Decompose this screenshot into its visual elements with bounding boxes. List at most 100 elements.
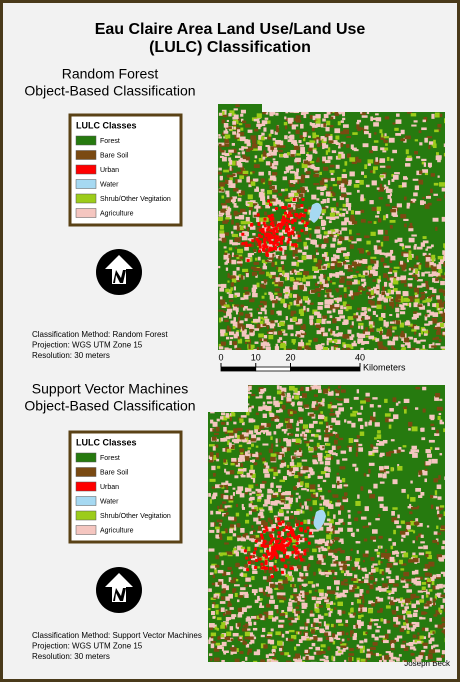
map-cell [274, 419, 280, 422]
map-cell [431, 345, 437, 348]
map-cell [274, 283, 280, 287]
map-cell [262, 244, 266, 248]
map-cell [220, 329, 226, 334]
map-cell [326, 586, 332, 590]
map-cell [330, 623, 334, 628]
map-cell [245, 243, 249, 247]
map-cell [440, 259, 444, 265]
map-cell [369, 572, 374, 576]
map-cell [251, 589, 258, 594]
map-cell [246, 429, 251, 435]
map-cell [208, 493, 211, 497]
map-cell [425, 195, 431, 199]
map-cell [388, 282, 393, 287]
map-cell [250, 243, 254, 248]
map-cell [279, 240, 283, 244]
map-cell [384, 634, 389, 639]
map-cell [255, 483, 259, 487]
map-cell [278, 547, 282, 551]
map-cell [249, 492, 252, 496]
map-cell [433, 263, 436, 269]
map-cell [372, 641, 378, 646]
map-cell [308, 556, 313, 560]
map-cell [344, 573, 347, 576]
map-cell [344, 492, 348, 496]
map-cell [260, 316, 264, 320]
map-cell [227, 440, 230, 446]
map-cell [335, 397, 338, 400]
map-cell [283, 429, 287, 434]
map-cell [397, 465, 403, 471]
map-cell [403, 622, 406, 626]
map-cell [342, 594, 347, 598]
map-cell [226, 448, 232, 453]
map-cell [312, 461, 319, 465]
map-cell [408, 228, 414, 232]
map-cell [306, 488, 310, 492]
map-cell [406, 155, 412, 159]
map-cell [211, 436, 217, 441]
map-cell [411, 274, 418, 277]
map-cell [246, 439, 252, 445]
map-cell [430, 602, 436, 606]
map-cell [248, 407, 252, 412]
map-cell [279, 145, 286, 148]
map-cell [378, 218, 382, 223]
map-cell [276, 526, 280, 530]
map-cell [360, 312, 367, 317]
map-cell [384, 133, 387, 137]
map-cell [218, 214, 224, 217]
map-cell [285, 292, 289, 295]
map-cell [265, 540, 271, 545]
map-cell [357, 189, 360, 193]
map-cell [442, 540, 445, 545]
map-cell [431, 646, 434, 651]
map-cell [413, 595, 420, 599]
map-cell [378, 546, 381, 549]
map-cell [329, 304, 335, 310]
map-cell [411, 347, 416, 350]
map-cell [223, 315, 228, 318]
map-cell [288, 131, 291, 134]
map-cell [276, 410, 281, 413]
map-cell [340, 644, 347, 649]
map-cell [414, 569, 419, 575]
map-cell [284, 188, 288, 192]
map-cell [377, 430, 381, 434]
map-cell [419, 651, 425, 657]
map-cell [281, 235, 285, 239]
map-cell [276, 144, 282, 148]
map-cell [408, 642, 414, 647]
map-cell [348, 179, 352, 184]
map-cell [258, 452, 262, 456]
map-cell [242, 170, 249, 174]
map-cell [240, 451, 244, 455]
map-cell [349, 587, 354, 592]
map-cell [262, 460, 267, 464]
map-cell [236, 171, 243, 175]
map-cell [334, 339, 338, 343]
map-cell [302, 132, 307, 137]
map-cell [248, 636, 254, 640]
map-cell [412, 178, 419, 181]
map-cell [303, 113, 307, 119]
map-cell [422, 300, 427, 303]
map-cell [328, 529, 333, 535]
map-cell [232, 121, 237, 125]
map-cell [250, 394, 256, 397]
map-cell [282, 391, 285, 396]
map-cell [280, 342, 286, 345]
map-cell [317, 554, 323, 558]
map-cell [346, 135, 352, 139]
map-cell [231, 252, 235, 258]
map-cell [262, 627, 266, 633]
map-cell [320, 471, 327, 475]
map-cell [213, 657, 220, 662]
map-cell [208, 548, 215, 552]
map-cell [296, 231, 300, 234]
map-cell [380, 552, 386, 558]
map-cell [270, 595, 274, 599]
map-cell [330, 563, 337, 567]
map-cell [294, 269, 297, 273]
map-cell [272, 656, 276, 660]
